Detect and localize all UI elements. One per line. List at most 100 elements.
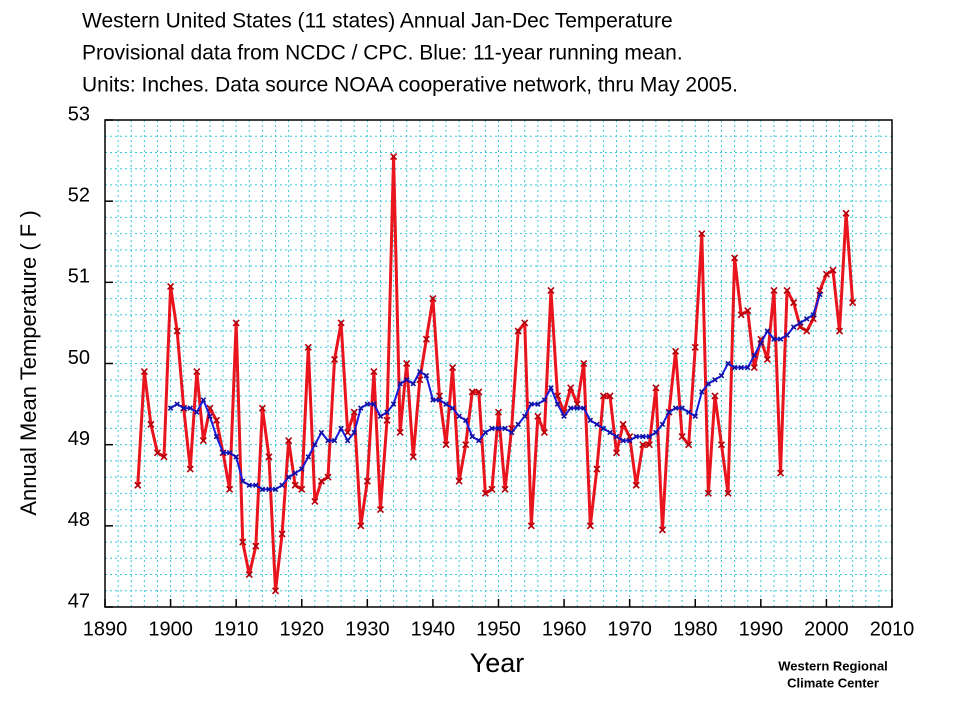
data-marker [508,429,515,436]
x-tick-label: 1900 [148,618,193,640]
data-marker [521,319,529,327]
data-marker [758,340,764,346]
x-tick-label: 1930 [345,618,390,640]
data-marker [266,486,272,493]
data-marker [272,486,279,493]
data-marker [698,230,706,238]
data-marker [239,478,246,484]
data-marker [803,327,811,335]
data-marker [462,441,470,449]
data-marker [672,405,679,411]
x-tick-label: 1990 [739,618,784,640]
data-marker [514,327,522,335]
data-marker [849,299,857,307]
data-marker [200,397,207,403]
data-marker [134,481,142,489]
data-marker [330,355,339,364]
y-tick-label: 50 [68,347,90,369]
data-marker [790,324,797,330]
data-marker [390,152,398,161]
data-marker [147,420,155,428]
data-marker [724,489,732,497]
data-marker [488,485,496,493]
data-marker [422,335,430,343]
data-marker [600,425,607,432]
data-marker [298,485,306,493]
data-marker [626,437,633,444]
data-marker [410,381,417,387]
data-marker [738,364,744,371]
data-marker [376,506,385,514]
data-marker [645,441,653,449]
data-marker [567,405,574,411]
data-marker [475,388,483,396]
data-marker [527,522,535,530]
data-marker [377,413,384,420]
data-marker [193,368,201,376]
data-marker [521,413,528,420]
data-marker [770,286,778,295]
data-marker [711,392,719,400]
data-marker [371,401,377,407]
data-marker [279,482,285,489]
data-marker [455,477,463,485]
data-marker [632,481,640,489]
data-marker [554,401,561,407]
data-marker [160,453,168,461]
data-marker [640,433,646,440]
data-marker [233,454,239,460]
data-marker [764,328,771,334]
data-marker [232,319,240,327]
data-marker [737,311,745,319]
data-marker [659,421,666,428]
data-marker [429,295,437,303]
data-marker [751,352,758,359]
data-marker [528,401,535,407]
data-marker [653,429,659,436]
data-marker [685,441,693,449]
data-marker [613,433,620,440]
data-marker [666,409,672,415]
data-marker [561,413,567,420]
data-marker [750,363,758,372]
x-tick-label: 2000 [804,618,849,640]
x-tick-label: 1890 [83,618,128,640]
data-marker [489,425,495,432]
data-marker [396,428,404,437]
data-marker [835,327,844,335]
data-marker [364,401,371,407]
data-marker [744,364,751,371]
credit-line: Climate Center [787,675,879,690]
data-marker [797,320,803,326]
data-marker [246,482,253,489]
data-marker [338,425,344,432]
data-marker [574,405,580,411]
data-marker [305,454,312,460]
data-marker [476,437,482,444]
data-marker [259,486,266,493]
data-marker [547,286,555,295]
y-axis-label: Annual Mean Temperature ( F ) [16,210,41,515]
data-marker [784,332,790,338]
data-marker [199,437,207,445]
data-marker [384,409,390,415]
data-marker [829,266,837,274]
data-marker [587,417,594,424]
data-marker [390,401,397,407]
x-tick-label: 1920 [280,618,325,640]
data-marker [777,336,784,342]
data-marker [652,384,660,392]
data-marker [619,420,627,428]
data-marker [540,428,548,437]
data-marker [717,441,726,449]
data-marker [449,405,456,411]
data-marker [285,474,292,480]
y-tick-label: 51 [68,266,90,288]
data-marker [810,312,817,318]
x-tick-label: 1910 [214,618,259,640]
data-marker [685,409,692,415]
data-marker [417,368,423,375]
data-marker [358,405,364,411]
